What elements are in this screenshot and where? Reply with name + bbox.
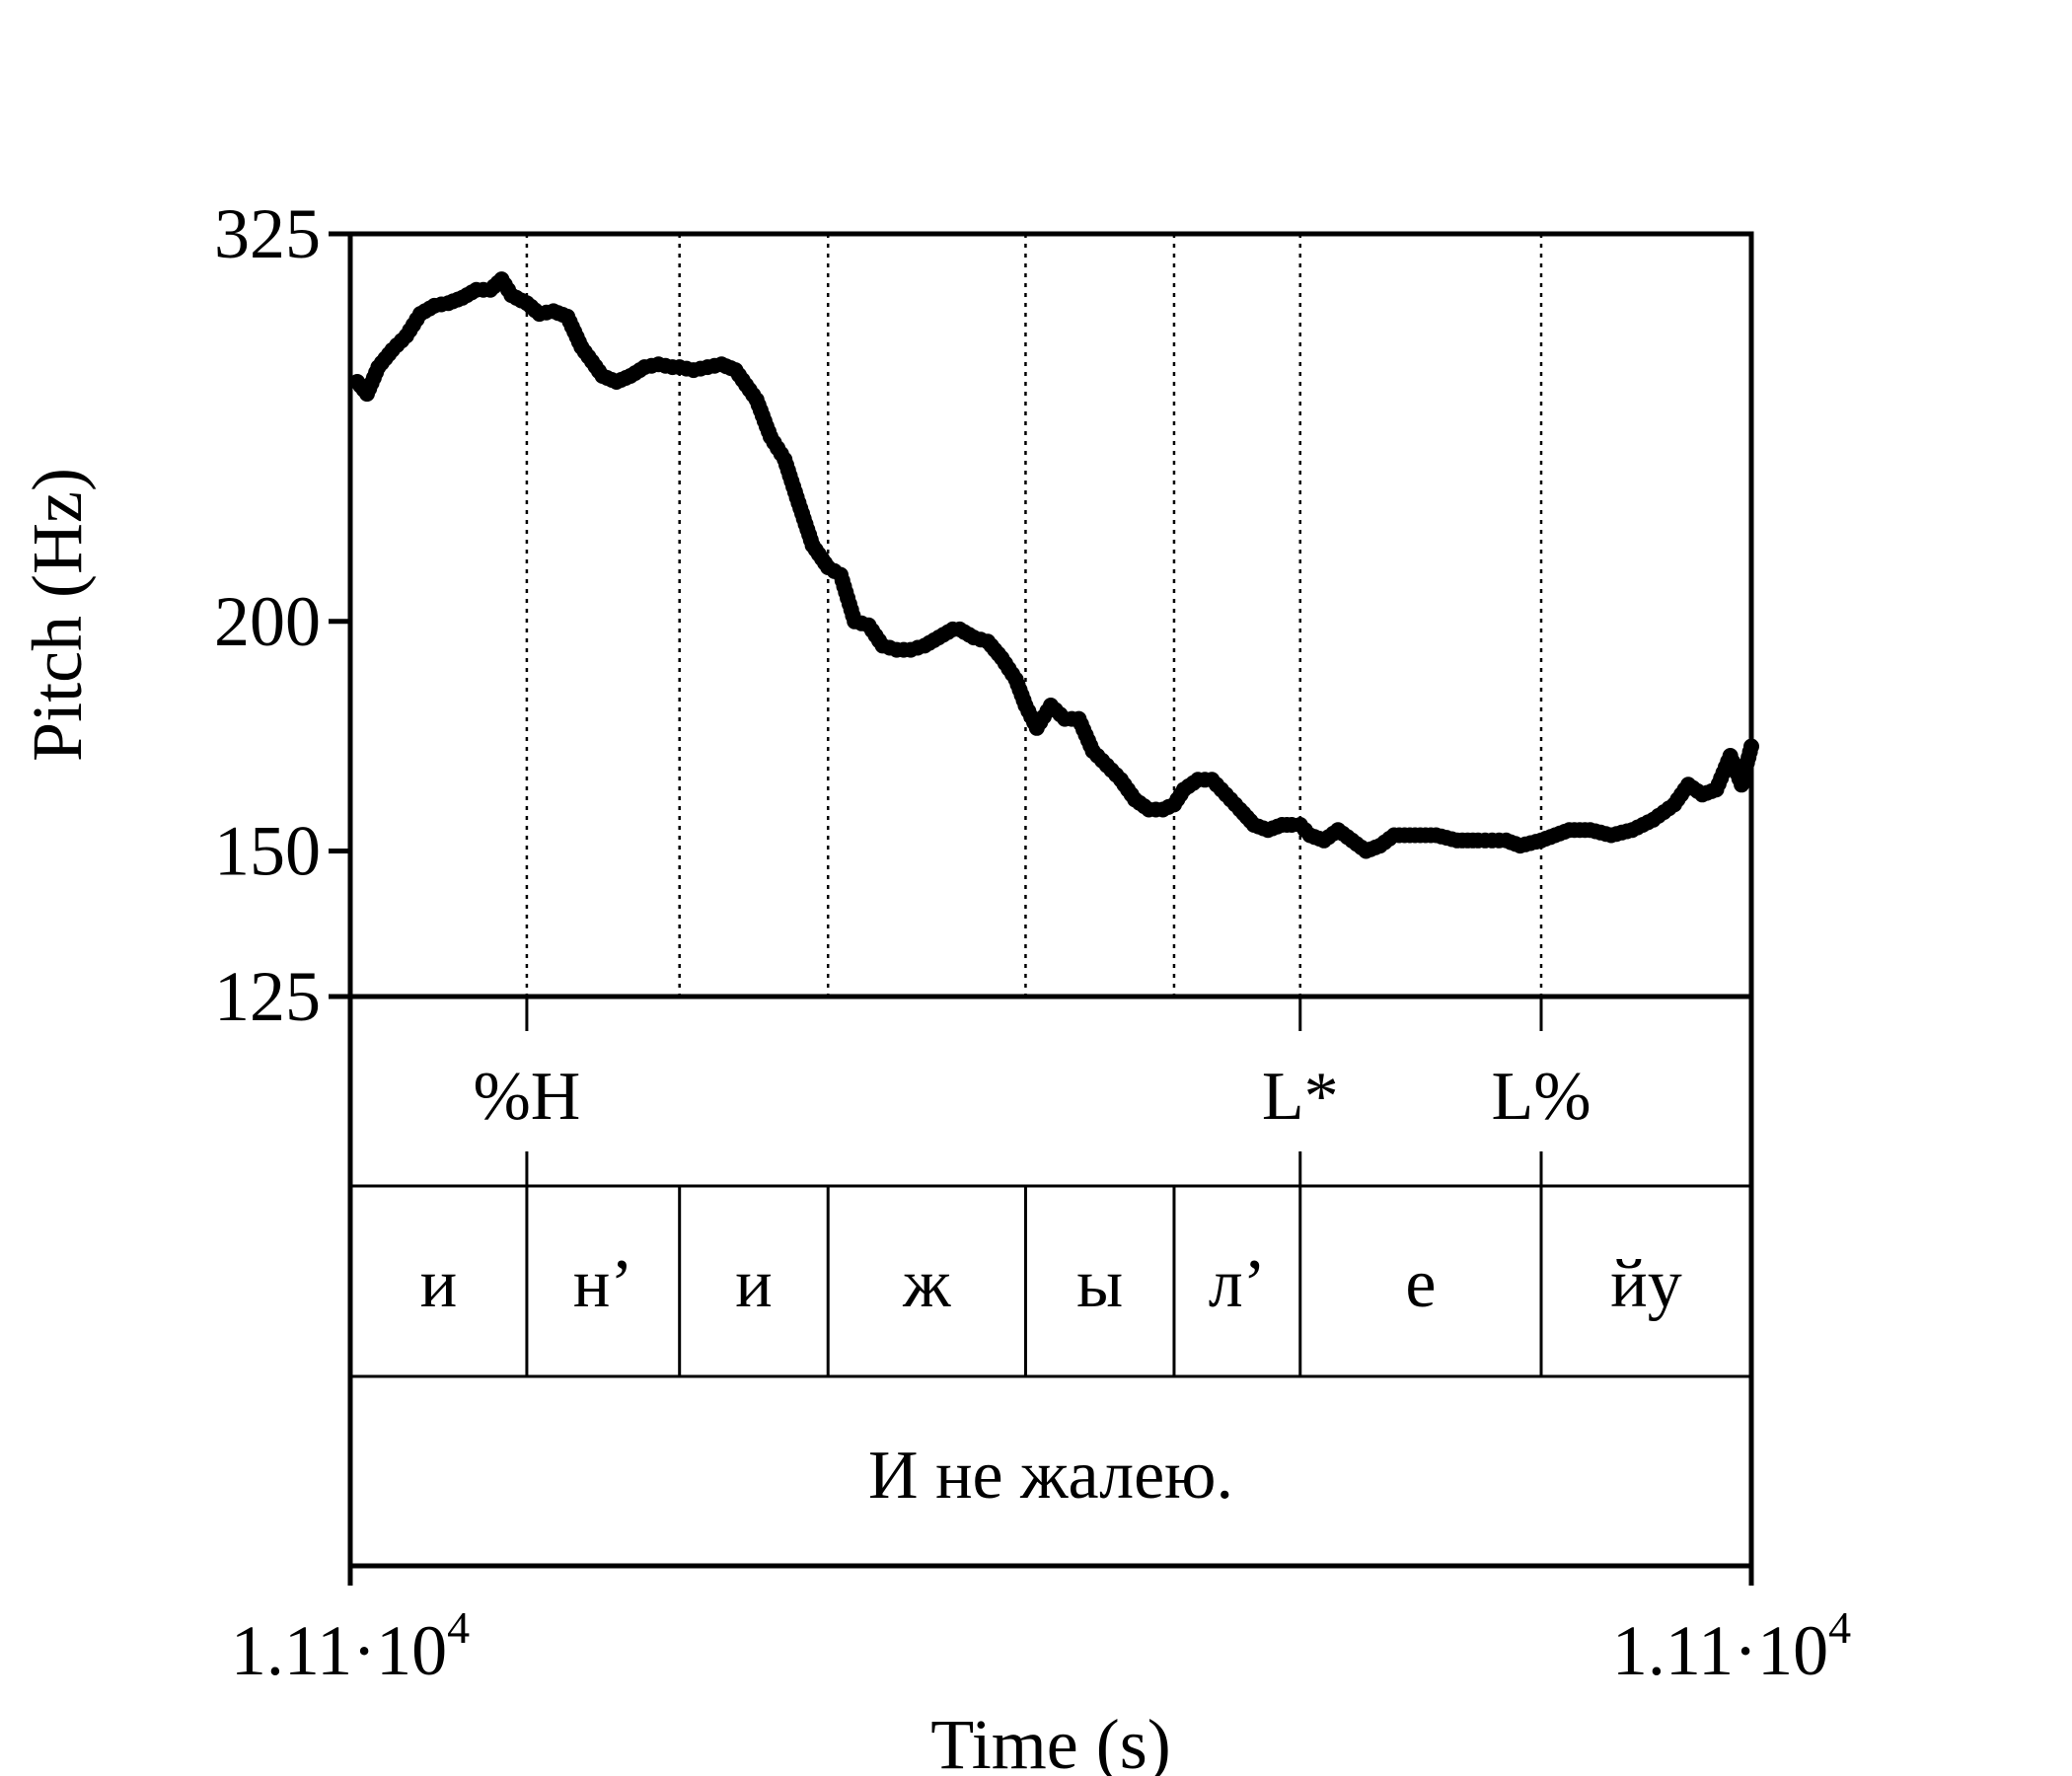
y-tick-label: 150 (214, 812, 321, 891)
x-axis-title: Time (s) (930, 1705, 1170, 1776)
x-tick-right-label: 1.11·104 (1612, 1602, 1851, 1690)
segment-label: л’ (1209, 1246, 1266, 1322)
segment-label: йу (1610, 1246, 1681, 1322)
x-tick-left-exp: 4 (447, 1602, 470, 1653)
y-tick-label: 325 (214, 194, 321, 273)
x-tick-left-base: 1.11·10 (231, 1611, 447, 1690)
segment-label: и (420, 1246, 457, 1322)
y-tick-label: 125 (214, 957, 321, 1036)
segment-label: ы (1076, 1246, 1123, 1322)
sentence-label: И не жалею. (868, 1438, 1233, 1514)
y-axis-ticks: 125 150 200 325 (214, 194, 350, 1036)
segment-label: е (1405, 1246, 1436, 1322)
segment-label: ж (902, 1246, 951, 1322)
tone-label: L* (1262, 1059, 1339, 1135)
tone-label: %H (473, 1059, 580, 1135)
x-tick-right-exp: 4 (1828, 1602, 1851, 1653)
boundary-layer (525, 234, 1543, 1376)
plot-frame (347, 231, 1754, 999)
tone-labels: %H L* L% (473, 1059, 1591, 1135)
tone-label: L% (1491, 1059, 1591, 1135)
y-axis-title: Pitch (Hz) (18, 468, 97, 762)
pitch-point (1743, 738, 1759, 755)
segment-labels: и н’ и ж ы л’ е йу (420, 1246, 1682, 1322)
y-tick-label: 200 (214, 582, 321, 661)
pitch-track (349, 271, 1759, 859)
segment-label: н’ (573, 1246, 633, 1322)
segment-label: и (735, 1246, 772, 1322)
x-tick-left-label: 1.11·104 (231, 1602, 470, 1690)
x-tick-right-base: 1.11·10 (1612, 1611, 1828, 1690)
